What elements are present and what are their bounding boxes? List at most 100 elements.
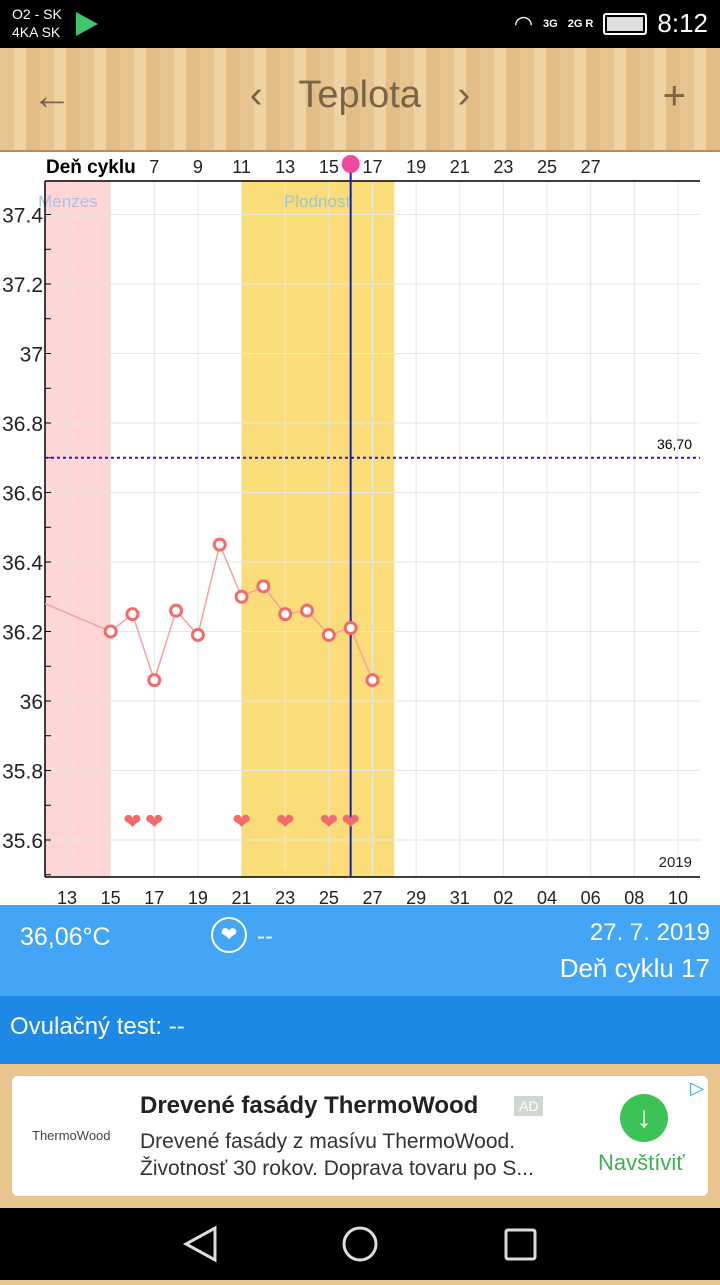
day-info-panel: 36,06°C ❤ -- 27. 7. 2019 Deň cyklu 17 xyxy=(0,905,720,996)
x-date-tick-label: 31 xyxy=(450,888,470,905)
x-date-tick-label: 04 xyxy=(537,888,557,905)
x-date-tick-label: 15 xyxy=(101,888,121,905)
status-bar: O2 - SK 4KA SK ◠ 3G 2G R 8:12 xyxy=(0,0,720,48)
heart-marker: ❤ xyxy=(341,809,359,834)
band-1 xyxy=(241,181,395,877)
x-date-tick-label: 29 xyxy=(406,888,426,905)
heart-marker: ❤ xyxy=(123,809,141,834)
ad-line-2: Životnosť 30 rokov. Doprava tovaru po S.… xyxy=(140,1157,534,1180)
y-tick-label: 36 xyxy=(20,691,43,714)
cycle-day-tick-label: 25 xyxy=(537,157,557,177)
y-tick-label: 35.8 xyxy=(2,761,43,784)
temperature-point xyxy=(212,537,227,552)
cursor-handle xyxy=(341,155,360,173)
cycle-day-tick-label: 9 xyxy=(193,157,203,177)
x-date-tick-label: 19 xyxy=(188,888,208,905)
cycle-axis-title: Deň cyklu xyxy=(46,157,136,178)
cycle-day-tick-label: 27 xyxy=(581,157,601,177)
clock: 8:12 xyxy=(657,8,708,38)
navigation-bar xyxy=(0,1208,720,1280)
reference-line-label: 36,70 xyxy=(657,436,692,452)
chart-svg[interactable]: Menzes Plodnosť 37.4 37.2 37 36.8 36.6 36.4 36.2… xyxy=(0,152,720,908)
y-tick-label: 36.6 xyxy=(2,483,43,506)
selected-date: 27. 7. 2019 xyxy=(589,919,710,946)
ovulation-test-row[interactable]: Ovulačný test: -- xyxy=(0,996,720,1064)
cycle-day-tick-label: 21 xyxy=(450,157,470,177)
temperature-point xyxy=(234,589,249,604)
x-date-tick-label: 27 xyxy=(362,888,382,905)
cycle-day-tick-label: 19 xyxy=(406,157,426,177)
x-date-tick-label: 08 xyxy=(624,888,644,905)
y-tick-label: 37 xyxy=(20,344,43,367)
ovulation-test-label: Ovulačný test: -- xyxy=(10,1013,185,1040)
carrier-1: O2 - SK xyxy=(12,6,62,22)
band-label: Menzes xyxy=(38,192,98,211)
add-plus-icon[interactable]: + xyxy=(662,74,686,118)
temperature-point xyxy=(256,579,271,594)
download-icon[interactable]: ↓ xyxy=(620,1094,668,1142)
band-label: Plodnosť xyxy=(284,192,352,211)
ad-banner[interactable]: ThermoWood Drevené fasády ThermoWood AD … xyxy=(12,1076,708,1196)
temperature-point xyxy=(190,627,205,642)
next-chevron-icon[interactable]: › xyxy=(457,74,471,116)
heart-marker: ❤ xyxy=(320,809,338,834)
ad-title[interactable]: Drevené fasády ThermoWood xyxy=(140,1092,479,1119)
cycle-day-tick-label: 13 xyxy=(275,157,295,177)
play-store-icon xyxy=(76,12,98,36)
heart-icon[interactable]: ❤ xyxy=(211,917,247,953)
band-0 xyxy=(45,181,111,877)
nav-buttons xyxy=(182,1225,537,1263)
carrier-info: O2 - SK 4KA SK xyxy=(12,5,62,41)
heart-marker: ❤ xyxy=(232,809,250,834)
cycle-day-tick-label: 17 xyxy=(362,157,382,177)
adchoices-icon[interactable]: ▷ xyxy=(690,1078,704,1098)
signal-2g: 2G R xyxy=(567,17,594,30)
cycle-day-tick-label: 11 xyxy=(232,157,251,177)
year-label: 2019 xyxy=(659,854,692,871)
temperature-chart[interactable]: Menzes Plodnosť 37.4 37.2 37 36.8 36.6 36.4 36.2… xyxy=(0,152,720,908)
wifi-icon: ◠ xyxy=(513,10,534,36)
y-tick-label: 36.8 xyxy=(2,413,43,436)
ad-line-1: Drevené fasády z masívu ThermoWood. xyxy=(140,1130,516,1153)
cycle-day-tick-label: 7 xyxy=(149,157,159,177)
temperature-point xyxy=(147,673,162,688)
y-tick-label: 37.2 xyxy=(2,274,43,297)
ad-cta-button[interactable]: Navštíviť xyxy=(598,1150,685,1175)
y-tick-label: 36.2 xyxy=(2,622,43,645)
back-nav-icon[interactable] xyxy=(182,1225,217,1263)
ad-badge: AD xyxy=(514,1096,544,1116)
signal-3g: 3G xyxy=(543,17,558,30)
x-date-tick-label: 21 xyxy=(232,888,252,905)
x-date-tick-label: 13 xyxy=(57,888,77,905)
x-date-tick-label: 17 xyxy=(144,888,164,905)
heart-value: -- xyxy=(257,923,273,950)
app-header: ← ‹ Teplota › + xyxy=(0,48,720,152)
y-tick-label: 37.4 xyxy=(2,205,43,228)
heart-marker: ❤ xyxy=(145,809,163,834)
x-date-tick-label: 23 xyxy=(275,888,295,905)
cycle-day-tick-label: 15 xyxy=(319,157,339,177)
temperature-point xyxy=(278,607,293,622)
recents-nav-icon[interactable] xyxy=(504,1228,537,1261)
temperature-point xyxy=(300,603,315,618)
y-tick-label: 35.6 xyxy=(2,830,43,853)
temperature-point xyxy=(321,627,336,642)
battery-icon xyxy=(603,12,648,35)
temperature-point xyxy=(365,673,380,688)
back-arrow-icon[interactable]: ← xyxy=(32,74,72,118)
y-tick-label: 36.4 xyxy=(2,552,43,575)
home-nav-icon[interactable] xyxy=(342,1226,378,1262)
x-date-tick-label: 02 xyxy=(493,888,513,905)
cycle-day-tick-label: 23 xyxy=(493,157,513,177)
x-date-tick-label: 25 xyxy=(319,888,339,905)
heart-marker: ❤ xyxy=(276,809,294,834)
temperature-point xyxy=(125,607,140,622)
x-date-tick-label: 06 xyxy=(581,888,601,905)
ad-logo: ThermoWood xyxy=(32,1128,111,1143)
carrier-2: 4KA SK xyxy=(12,24,61,40)
temperature-point xyxy=(169,603,184,618)
page-title: Teplota xyxy=(298,74,421,116)
prev-chevron-icon[interactable]: ‹ xyxy=(249,74,263,116)
cycle-day: Deň cyklu 17 xyxy=(559,953,710,983)
temperature-point xyxy=(343,621,358,636)
